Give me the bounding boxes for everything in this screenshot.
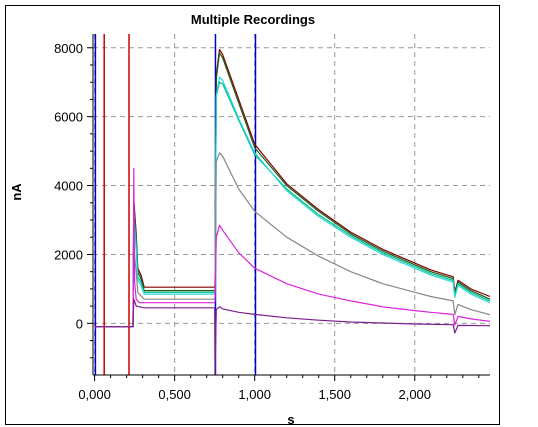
chart-title: Multiple Recordings [191, 12, 315, 27]
chart-frame [5, 5, 500, 425]
series-line [94, 298, 491, 376]
x-tick-label: 2,000 [398, 387, 431, 402]
series-line [94, 76, 491, 328]
y-axis-label: nA [9, 183, 24, 201]
x-tick-label: 0,500 [158, 387, 191, 402]
grid-layer [93, 34, 490, 375]
series-line [94, 152, 491, 328]
axis-layer: 0 2000 4000 6000 8000 0,000 0,500 1,000 1,500 2,0… [54, 34, 490, 402]
series-line [94, 167, 491, 328]
x-tick-label: 0,000 [78, 387, 111, 402]
x-axis-label: s [287, 412, 294, 427]
y-tick-label: 8000 [54, 41, 83, 56]
x-tick-label: 1,000 [238, 387, 271, 402]
y-tick-label: 4000 [54, 179, 83, 194]
y-tick-label: 2000 [54, 247, 83, 262]
y-tick-label: 0 [76, 316, 83, 331]
series-layer [94, 48, 491, 376]
cursor-layer [94, 34, 257, 375]
x-tick-label: 1,500 [318, 387, 351, 402]
y-tick-label: 6000 [54, 110, 83, 125]
